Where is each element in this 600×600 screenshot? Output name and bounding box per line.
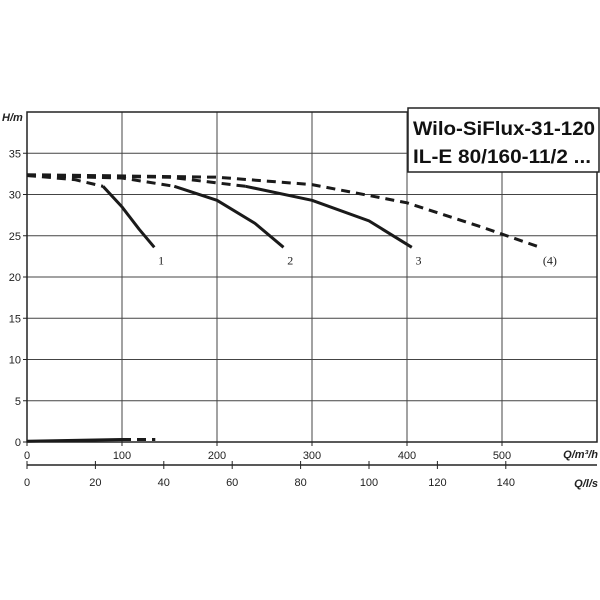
y-tick-label: 25	[9, 231, 21, 243]
x-axis-label: Q/m³/h	[563, 449, 598, 461]
curve-1-solid	[101, 185, 156, 249]
x2-tick-label: 40	[158, 477, 170, 489]
y-tick-label: 0	[15, 437, 21, 449]
curve-2-solid	[173, 184, 285, 249]
x2-tick-label: 60	[226, 477, 238, 489]
curve-label: 1	[158, 254, 164, 268]
x-tick-label: 100	[113, 450, 131, 462]
y-tick-label: 20	[9, 272, 21, 284]
x2-tick-label: 20	[89, 477, 101, 489]
x-tick-label: 400	[398, 450, 416, 462]
x2-tick-label: 140	[497, 477, 515, 489]
chart-title-line-2: IL-E 80/160-11/2 ...	[413, 147, 591, 168]
curve-label: 3	[416, 254, 422, 268]
y-axis-label: H/m	[2, 112, 23, 124]
x-tick-label: 500	[493, 450, 511, 462]
x2-tick-label: 100	[360, 477, 378, 489]
x-tick-label: 200	[208, 450, 226, 462]
curve-labels: 1 2 3 (4)	[158, 254, 557, 268]
x2-tick-label: 120	[428, 477, 446, 489]
secondary-x-axis-label: Q/l/s	[574, 478, 598, 490]
y-axis-ticks: 0 5 10 15 20 25 30 35	[9, 148, 27, 449]
curve-power-solid-solid	[26, 438, 123, 443]
chart-title-line-1: Wilo-SiFlux-31-120	[413, 119, 595, 140]
x2-tick-label: 80	[294, 477, 306, 489]
title-box: Wilo-SiFlux-31-120 IL-E 80/160-11/2 ...	[407, 107, 600, 173]
y-tick-label: 10	[9, 355, 21, 367]
x-axis-ticks: 0 100 200 300 400 500	[24, 442, 511, 462]
y-tick-label: 5	[15, 396, 21, 408]
y-tick-label: 30	[9, 190, 21, 202]
y-tick-label: 35	[9, 148, 21, 160]
curve-label: 2	[287, 254, 293, 268]
curve-3-solid	[245, 184, 413, 249]
curve-label: (4)	[543, 254, 557, 268]
y-tick-label: 15	[9, 313, 21, 325]
secondary-x-axis: 0 20 40 60 80 100 120 140	[24, 461, 597, 489]
curve-4-dashed	[26, 173, 541, 249]
x2-tick-label: 0	[24, 477, 30, 489]
x-tick-label: 300	[303, 450, 321, 462]
x-tick-label: 0	[24, 450, 30, 462]
curves	[26, 173, 541, 443]
